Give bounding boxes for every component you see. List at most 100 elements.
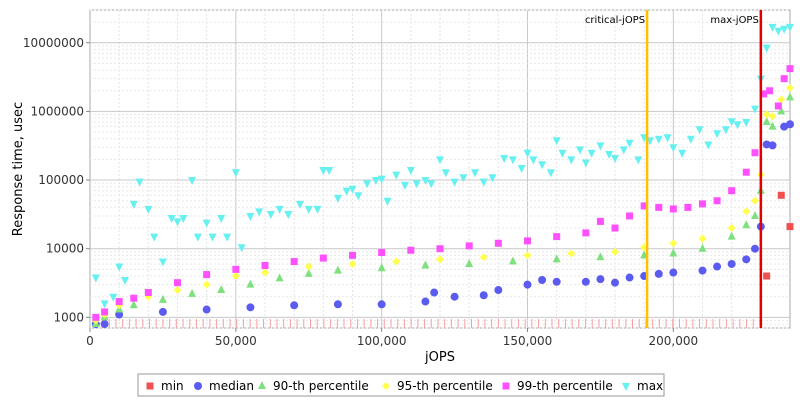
x-tick-label: 0 [86, 334, 94, 348]
data-point [158, 307, 167, 316]
x-tick-label: 100,000 [357, 334, 407, 348]
data-point [581, 277, 590, 286]
data-point [284, 211, 293, 220]
data-point [611, 278, 619, 287]
legend-swatch [146, 382, 154, 390]
data-point [780, 75, 788, 83]
data-point [217, 215, 226, 224]
data-point [421, 260, 430, 269]
data-point [494, 239, 502, 247]
data-point [777, 106, 786, 115]
legend-label: 90-th percentile [273, 379, 369, 393]
data-point [780, 25, 789, 34]
data-point [392, 171, 401, 180]
axes: 0 50,000 100,000 150,000 200,000 1000 10000 100… [23, 36, 698, 348]
data-point [158, 258, 167, 267]
data-point [296, 200, 304, 209]
data-point [721, 126, 730, 135]
data-point [436, 156, 444, 165]
data-point [237, 244, 246, 253]
data-point [333, 265, 342, 274]
data-point [669, 205, 677, 213]
data-point [275, 273, 284, 282]
data-point [582, 229, 590, 237]
y-tick-label: 1000000 [31, 104, 84, 118]
data-point [450, 178, 459, 187]
data-point [494, 286, 503, 295]
data-point [349, 251, 356, 259]
data-point [713, 197, 721, 205]
data-point [179, 215, 188, 224]
data-point [751, 149, 759, 157]
data-point [669, 239, 678, 248]
data-point [760, 90, 768, 98]
data-point [377, 175, 386, 184]
legend: min median 90-th percentile 95-th percentil… [137, 373, 665, 397]
data-point [742, 119, 751, 128]
series-median [91, 120, 794, 329]
data-point [742, 168, 750, 176]
data-point [655, 203, 663, 211]
series-max [91, 23, 794, 309]
data-point [517, 164, 526, 173]
data-point [319, 167, 328, 176]
data-point [596, 217, 604, 225]
data-point [777, 191, 785, 199]
data-point [261, 268, 269, 277]
data-point [450, 292, 459, 301]
data-point [625, 273, 634, 282]
data-point [348, 259, 357, 268]
data-point [100, 320, 109, 329]
data-point [669, 248, 678, 257]
legend-swatch [622, 383, 630, 391]
data-point [255, 208, 264, 217]
data-point [261, 261, 269, 269]
data-point [313, 205, 322, 214]
data-point [167, 215, 176, 224]
data-point [727, 224, 736, 233]
data-point [333, 194, 342, 203]
data-point [202, 219, 211, 228]
y-axis-title: Response time, usec [11, 102, 26, 236]
data-point [174, 279, 181, 287]
data-point [567, 156, 576, 165]
data-point [742, 207, 751, 216]
data-point [479, 291, 488, 300]
grid [90, 9, 790, 329]
data-point [713, 130, 722, 139]
data-point [500, 154, 509, 163]
x-tick-label: 50,000 [215, 334, 257, 348]
data-point [383, 197, 392, 206]
data-point [348, 185, 357, 194]
legend-label: max [637, 379, 663, 393]
legend-swatch [194, 382, 202, 390]
data-point [777, 95, 786, 104]
data-point [762, 117, 771, 126]
series-99-th-percentile [92, 65, 794, 321]
data-point [158, 294, 167, 303]
series-95-th-percentile [91, 83, 794, 325]
data-point [406, 167, 415, 176]
data-point [427, 180, 436, 189]
data-point [751, 210, 759, 219]
legend-swatch [502, 382, 510, 390]
data-point [479, 253, 488, 262]
data-point [558, 149, 567, 158]
data-point [436, 245, 444, 253]
legend-swatch [382, 382, 390, 390]
legend-label: min [161, 379, 184, 393]
data-point [596, 142, 605, 151]
data-point [686, 135, 695, 144]
data-point [552, 254, 561, 263]
data-point [596, 252, 605, 261]
data-point [436, 255, 444, 264]
data-point [378, 249, 386, 257]
data-point [231, 272, 240, 281]
data-point [766, 87, 774, 95]
data-point [304, 262, 313, 271]
data-point [786, 120, 794, 129]
data-point [698, 243, 707, 252]
data-layer [91, 23, 794, 329]
data-point [567, 249, 576, 258]
data-point [371, 177, 380, 186]
